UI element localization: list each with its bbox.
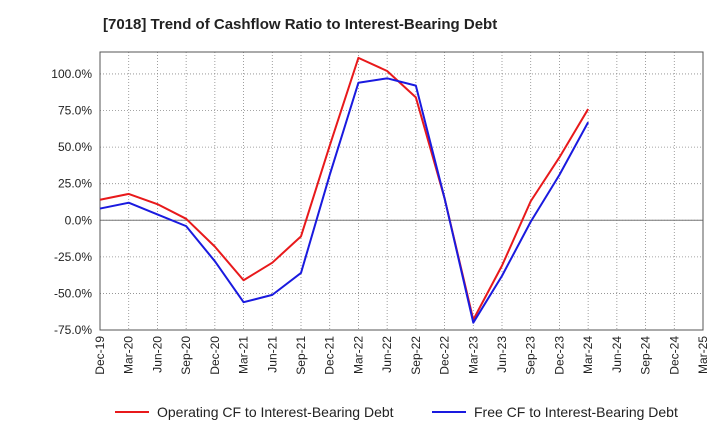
x-tick-label: Dec-23 bbox=[552, 336, 566, 375]
x-tick-label: Sep-21 bbox=[294, 336, 308, 375]
series-lines bbox=[99, 56, 590, 324]
x-tick-label: Mar-24 bbox=[581, 336, 595, 374]
legend: Operating CF to Interest-Bearing Debt Fr… bbox=[0, 404, 720, 426]
chart-title: [7018] Trend of Cashflow Ratio to Intere… bbox=[103, 16, 498, 33]
legend-label-operating-cf: Operating CF to Interest-Bearing Debt bbox=[157, 404, 394, 420]
x-tick-label: Jun-21 bbox=[265, 336, 279, 373]
x-tick-label: Mar-25 bbox=[696, 336, 710, 374]
x-tick-label: Dec-20 bbox=[208, 336, 222, 375]
plot-frame bbox=[99, 51, 704, 331]
y-tick-label: -25.0% bbox=[54, 250, 92, 264]
x-tick-label: Sep-24 bbox=[639, 336, 653, 375]
grid-lines bbox=[99, 52, 704, 331]
y-tick-label: -50.0% bbox=[54, 286, 92, 300]
x-tick-label: Mar-23 bbox=[466, 336, 480, 374]
axes bbox=[99, 51, 704, 331]
legend-label-free-cf: Free CF to Interest-Bearing Debt bbox=[474, 404, 678, 420]
series-line-0 bbox=[99, 56, 589, 321]
x-tick-label: Dec-24 bbox=[667, 336, 681, 375]
x-tick-label: Jun-24 bbox=[610, 336, 624, 373]
x-tick-label: Mar-20 bbox=[122, 336, 136, 374]
x-tick-label: Jun-23 bbox=[495, 336, 509, 373]
x-tick-label: Sep-22 bbox=[409, 336, 423, 375]
legend-swatch-operating-cf bbox=[115, 411, 149, 413]
series-line-1 bbox=[99, 77, 590, 324]
x-tick-label: Jun-20 bbox=[150, 336, 164, 373]
x-tick-label: Dec-22 bbox=[438, 336, 452, 375]
x-tick-label: Sep-23 bbox=[524, 336, 538, 375]
x-tick-label: Dec-19 bbox=[93, 336, 107, 375]
y-tick-label: 0.0% bbox=[65, 213, 93, 227]
y-tick-label: 25.0% bbox=[58, 177, 92, 191]
x-tick-label: Mar-22 bbox=[351, 336, 365, 374]
y-tick-label: 50.0% bbox=[58, 140, 92, 154]
legend-swatch-free-cf bbox=[432, 411, 466, 413]
x-tick-label: Jun-22 bbox=[380, 336, 394, 373]
y-tick-labels: -75.0% -50.0% -25.0% 0.0% 25.0% 50.0% 75.0% 100… bbox=[51, 67, 92, 337]
y-tick-label: -75.0% bbox=[54, 323, 92, 337]
y-tick-label: 100.0% bbox=[51, 67, 92, 81]
x-tick-label: Mar-21 bbox=[237, 336, 251, 374]
x-tick-labels: Dec-19 Mar-20 Jun-20 Sep-20 Dec-20 Mar-21 Jun-… bbox=[93, 336, 710, 375]
legend-item-free-cf: Free CF to Interest-Bearing Debt bbox=[432, 404, 678, 420]
y-tick-label: 75.0% bbox=[58, 104, 92, 118]
legend-item-operating-cf: Operating CF to Interest-Bearing Debt bbox=[115, 404, 394, 420]
x-tick-label: Dec-21 bbox=[323, 336, 337, 375]
x-tick-label: Sep-20 bbox=[179, 336, 193, 375]
